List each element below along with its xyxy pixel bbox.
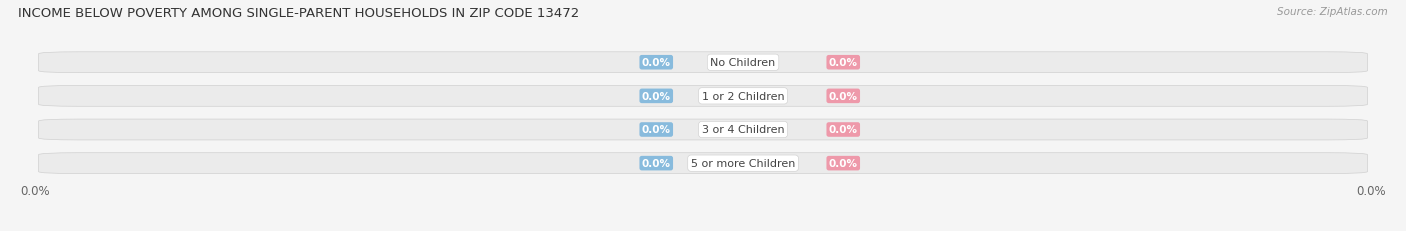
Text: INCOME BELOW POVERTY AMONG SINGLE-PARENT HOUSEHOLDS IN ZIP CODE 13472: INCOME BELOW POVERTY AMONG SINGLE-PARENT… (18, 7, 579, 20)
Text: 0.0%: 0.0% (828, 58, 858, 68)
FancyBboxPatch shape (38, 120, 1368, 140)
Text: 3 or 4 Children: 3 or 4 Children (702, 125, 785, 135)
Text: 0.0%: 0.0% (641, 158, 671, 168)
FancyBboxPatch shape (38, 153, 1368, 174)
Text: 0.0%: 0.0% (828, 91, 858, 101)
Text: No Children: No Children (710, 58, 776, 68)
Text: 0.0%: 0.0% (641, 58, 671, 68)
Text: 5 or more Children: 5 or more Children (690, 158, 796, 168)
FancyBboxPatch shape (38, 86, 1368, 107)
Text: 0.0%: 0.0% (641, 91, 671, 101)
Text: 0.0%: 0.0% (828, 125, 858, 135)
Text: 0.0%: 0.0% (828, 158, 858, 168)
Text: Source: ZipAtlas.com: Source: ZipAtlas.com (1277, 7, 1388, 17)
FancyBboxPatch shape (38, 53, 1368, 73)
Text: 1 or 2 Children: 1 or 2 Children (702, 91, 785, 101)
Text: 0.0%: 0.0% (641, 125, 671, 135)
